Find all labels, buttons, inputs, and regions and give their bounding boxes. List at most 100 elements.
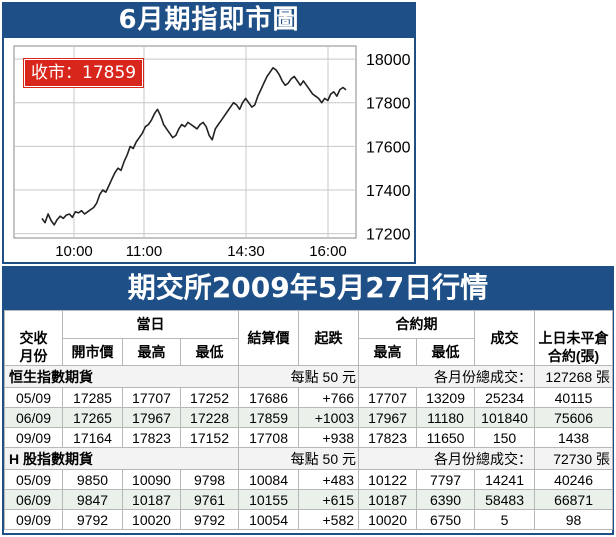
header-open: 開市價 xyxy=(62,337,123,366)
table-cell: 09/09 xyxy=(4,509,63,530)
header-volume: 成交 xyxy=(474,310,536,366)
header-high: 最高 xyxy=(122,337,181,366)
table-cell: 17823 xyxy=(358,427,418,448)
table-cell: 10187 xyxy=(122,489,181,510)
table-row: 06/09 9847 10187 9761 10155 +615 10187 6390 5848… xyxy=(4,489,614,510)
section-row: 恒生指數期貨 每點 50 元各月份總成交： 127268 張 xyxy=(3,365,614,388)
table-cell: 66871 xyxy=(534,489,614,510)
chart-panel: 17200 17400 17600 17800 18000 10:00 11:00 14:30… xyxy=(2,38,416,264)
header-month: 交收 月份 xyxy=(4,310,63,366)
section-row: H 股指數期貨 每點 50 元各月份總成交： 72730 張 xyxy=(3,447,614,470)
table-cell: 58483 xyxy=(474,489,536,510)
table-cell: 10090 xyxy=(122,469,181,490)
table-cell: 09/09 xyxy=(4,427,63,448)
table-cell: 17164 xyxy=(62,427,123,448)
table-cell: 9847 xyxy=(62,489,123,510)
table-cell: 1438 xyxy=(534,427,614,448)
table-cell: 06/09 xyxy=(4,407,63,428)
x-tick-label: 10:00 xyxy=(55,243,93,260)
table-cell: 17708 xyxy=(238,427,300,448)
header-contract-low: 最低 xyxy=(416,337,476,366)
table-cell: +582 xyxy=(298,509,360,530)
table-cell: 14241 xyxy=(474,469,536,490)
table-cell: 13209 xyxy=(416,387,476,408)
table-row: 09/09 17164 17823 17152 17708 +938 17823 11650 1… xyxy=(4,427,614,448)
x-tick-label: 11:00 xyxy=(126,243,162,260)
table-cell: 7797 xyxy=(416,469,476,490)
section-total-label: 各月份總成交： xyxy=(358,447,536,470)
table-cell: 17967 xyxy=(122,407,181,428)
header-today: 當日 xyxy=(61,310,240,339)
table-cell: +615 xyxy=(298,489,360,510)
table-cell: +766 xyxy=(298,387,360,408)
table-cell: 9792 xyxy=(62,509,123,530)
table-cell: 98 xyxy=(534,509,614,530)
header-month-label: 交收 月份 xyxy=(19,330,48,364)
table-row: 06/09 17265 17967 17228 17859 +1003 17967 11180… xyxy=(4,407,614,428)
header-change: 起跌 xyxy=(298,310,360,366)
x-tick-label: 16:00 xyxy=(309,243,347,260)
table-body: 恒生指數期貨 每點 50 元各月份總成交： 127268 張 05/09 17285 17… xyxy=(3,365,614,530)
table-cell: 40115 xyxy=(534,387,614,408)
header-contract: 合約期 xyxy=(358,310,476,339)
section-total: 127268 張 xyxy=(534,365,614,388)
close-price-badge: 收市：17859 xyxy=(22,58,145,88)
table-cell: 9792 xyxy=(179,509,240,530)
futures-table-panel: 交收 月份 當日 結算價 起跌 合約期 成交 上日未平倉 合約(張) 開市價 最… xyxy=(2,310,614,535)
header-open-interest: 上日未平倉 合約(張) xyxy=(534,310,614,366)
header-low: 最低 xyxy=(179,337,240,366)
x-tick-label: 14:30 xyxy=(227,243,265,260)
intraday-chart: 17200 17400 17600 17800 18000 10:00 11:00 14:30… xyxy=(13,45,411,260)
section-per-point: 每點 50 元 xyxy=(238,447,360,470)
table-cell: 9850 xyxy=(62,469,123,490)
table-cell: 17707 xyxy=(122,387,181,408)
table-cell: 150 xyxy=(474,427,536,448)
table-row: 05/09 9850 10090 9798 10084 +483 10122 7797 1424… xyxy=(4,469,614,490)
table-cell: 11650 xyxy=(416,427,476,448)
table-cell: 6750 xyxy=(416,509,476,530)
header-oi-label: 上日未平倉 合約(張) xyxy=(538,330,609,364)
table-cell: 17152 xyxy=(179,427,240,448)
table-cell: +483 xyxy=(298,469,360,490)
table-cell: 17228 xyxy=(179,407,240,428)
table-cell: +938 xyxy=(298,427,360,448)
section-per-point: 每點 50 元 xyxy=(238,365,360,388)
table-cell: 05/09 xyxy=(4,469,63,490)
table-cell: 10084 xyxy=(238,469,300,490)
table-cell: +1003 xyxy=(298,407,360,428)
table-cell: 40246 xyxy=(534,469,614,490)
table-cell: 101840 xyxy=(474,407,536,428)
table-cell: 10054 xyxy=(238,509,300,530)
y-tick-label: 17200 xyxy=(366,227,411,244)
table-cell: 6390 xyxy=(416,489,476,510)
table-cell: 17285 xyxy=(62,387,123,408)
section-name: H 股指數期貨 xyxy=(3,447,240,470)
table-cell: 10020 xyxy=(122,509,181,530)
y-tick-label: 17800 xyxy=(366,96,411,113)
table-cell: 9798 xyxy=(179,469,240,490)
table-cell: 17859 xyxy=(238,407,300,428)
table-cell: 10187 xyxy=(358,489,418,510)
table-cell: 17823 xyxy=(122,427,181,448)
table-cell: 25234 xyxy=(474,387,536,408)
header-settle: 結算價 xyxy=(238,310,300,366)
table-title: 期交所2009年5月27日行情 xyxy=(2,266,614,310)
section-total-label: 各月份總成交： xyxy=(358,365,536,388)
table-cell: 17686 xyxy=(238,387,300,408)
y-tick-label: 18000 xyxy=(366,52,411,69)
table-row: 09/09 9792 10020 9792 10054 +582 10020 6750 5 98 xyxy=(4,509,614,530)
table-cell: 17252 xyxy=(179,387,240,408)
chart-title: 6月期指即市圖 xyxy=(2,2,416,38)
table-cell: 5 xyxy=(474,509,536,530)
section-total: 72730 張 xyxy=(534,447,614,470)
table-cell: 17707 xyxy=(358,387,418,408)
table-cell: 75606 xyxy=(534,407,614,428)
section-name: 恒生指數期貨 xyxy=(3,365,240,388)
table-cell: 10155 xyxy=(238,489,300,510)
table-cell: 10020 xyxy=(358,509,418,530)
futures-table: 交收 月份 當日 結算價 起跌 合約期 成交 上日未平倉 合約(張) 開市價 最… xyxy=(3,310,614,530)
table-cell: 17265 xyxy=(62,407,123,428)
y-tick-label: 17400 xyxy=(366,183,411,200)
table-cell: 06/09 xyxy=(4,489,63,510)
